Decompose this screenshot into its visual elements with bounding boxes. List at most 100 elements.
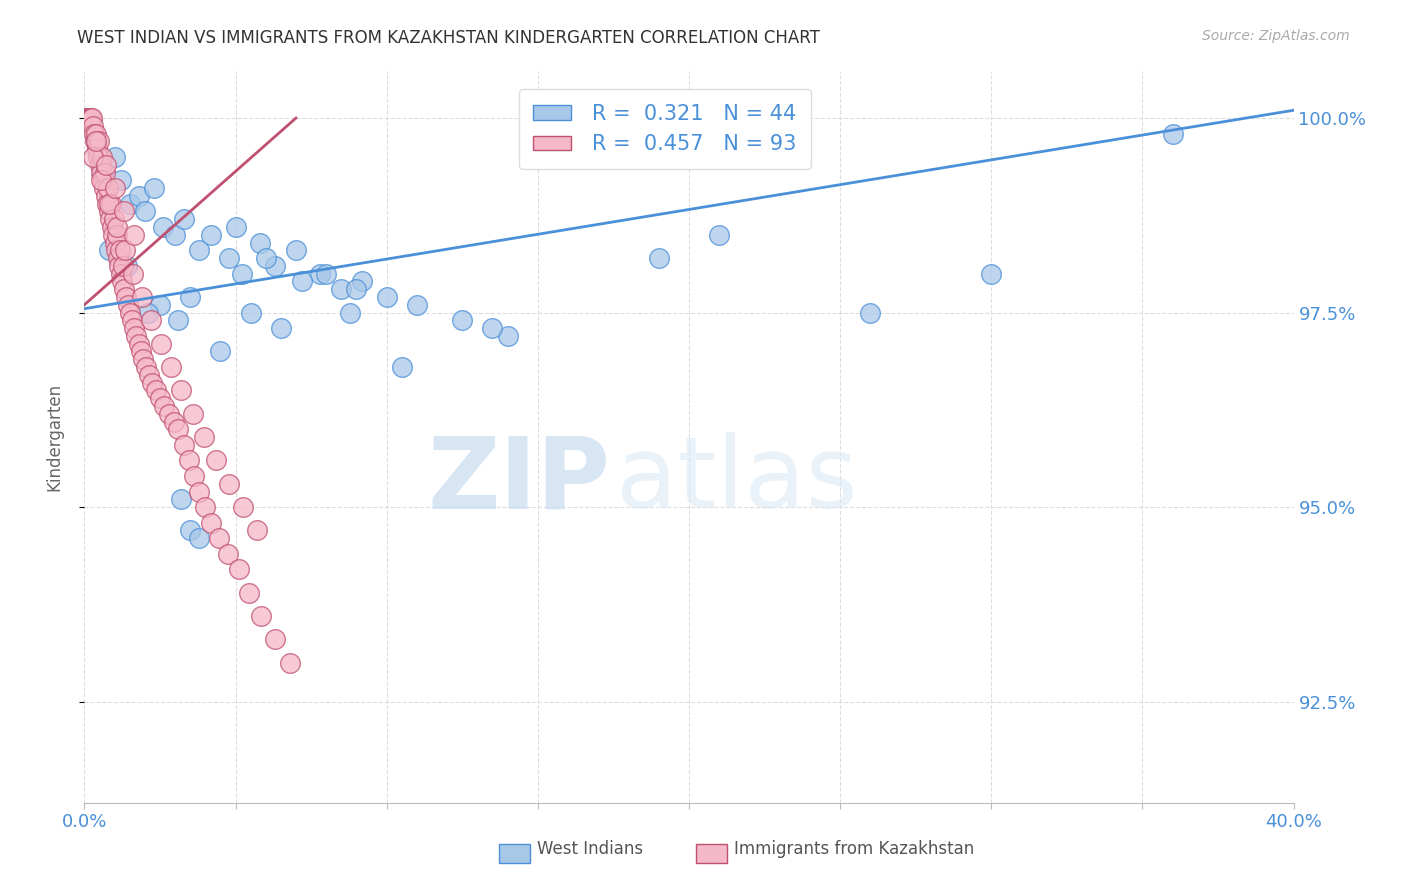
Point	[86, 142, 108, 156]
Point	[859, 305, 882, 319]
Point	[90, 165, 112, 179]
Point	[100, 196, 122, 211]
Point	[177, 453, 200, 467]
Point	[112, 282, 135, 296]
Point	[263, 632, 285, 647]
Point	[91, 165, 114, 179]
Point	[170, 492, 193, 507]
Point	[87, 135, 110, 149]
Point	[108, 244, 131, 258]
Point	[90, 173, 112, 187]
Point	[112, 259, 135, 273]
Text: atlas: atlas	[616, 433, 858, 530]
Point	[167, 313, 190, 327]
Point	[76, 111, 98, 125]
Point	[122, 267, 145, 281]
Point	[181, 407, 204, 421]
Point	[217, 547, 239, 561]
Point	[128, 336, 150, 351]
Point	[228, 562, 250, 576]
Point	[107, 251, 129, 265]
Point	[97, 181, 120, 195]
Text: WEST INDIAN VS IMMIGRANTS FROM KAZAKHSTAN KINDERGARTEN CORRELATION CHART: WEST INDIAN VS IMMIGRANTS FROM KAZAKHSTA…	[77, 29, 820, 46]
Point	[205, 453, 228, 467]
Point	[270, 321, 292, 335]
Point	[246, 524, 269, 538]
Point	[120, 305, 142, 319]
Point	[101, 227, 124, 242]
Point	[173, 438, 195, 452]
Point	[101, 219, 124, 234]
Point	[90, 150, 112, 164]
Point	[200, 516, 222, 530]
Point	[94, 189, 117, 203]
Point	[153, 399, 176, 413]
Point	[121, 313, 143, 327]
Point	[209, 344, 232, 359]
Point	[170, 384, 193, 398]
Point	[129, 344, 152, 359]
Point	[238, 585, 260, 599]
Point	[96, 196, 118, 211]
Point	[208, 531, 231, 545]
Point	[451, 313, 474, 327]
Point	[98, 196, 121, 211]
Point	[179, 290, 201, 304]
Point	[87, 150, 110, 164]
Point	[188, 531, 211, 545]
Point	[91, 173, 114, 187]
Point	[75, 111, 97, 125]
Point	[84, 135, 107, 149]
Point	[285, 244, 308, 258]
Point	[139, 313, 162, 327]
Point	[86, 135, 108, 149]
Point	[232, 500, 254, 515]
Point	[193, 430, 215, 444]
Point	[188, 484, 211, 499]
Point	[105, 227, 128, 242]
Point	[118, 196, 141, 211]
Point	[110, 173, 132, 187]
Point	[136, 305, 159, 319]
Point	[122, 321, 145, 335]
Point	[231, 267, 253, 281]
Point	[135, 359, 157, 374]
Point	[173, 212, 195, 227]
Point	[249, 235, 271, 250]
Point	[648, 251, 671, 265]
Point	[183, 469, 205, 483]
Point	[1161, 127, 1184, 141]
Text: Immigrants from Kazakhstan: Immigrants from Kazakhstan	[734, 840, 974, 858]
Point	[115, 259, 138, 273]
Point	[225, 219, 247, 234]
Point	[481, 321, 503, 335]
Point	[138, 368, 160, 382]
Point	[218, 251, 240, 265]
Text: West Indians: West Indians	[537, 840, 643, 858]
Point	[97, 244, 120, 258]
Point	[188, 244, 211, 258]
Point	[346, 282, 368, 296]
Point	[291, 275, 314, 289]
Point	[77, 111, 100, 125]
Point	[131, 290, 153, 304]
Point	[134, 204, 156, 219]
Point	[132, 352, 155, 367]
Point	[115, 290, 138, 304]
Point	[79, 111, 101, 125]
Point	[709, 227, 731, 242]
Point	[239, 305, 262, 319]
Point	[76, 111, 98, 125]
Point	[110, 267, 132, 281]
Point	[108, 259, 131, 273]
Point	[157, 407, 180, 421]
Point	[375, 290, 398, 304]
Point	[89, 158, 111, 172]
Point	[114, 244, 136, 258]
Point	[167, 422, 190, 436]
Point	[122, 227, 145, 242]
Point	[149, 336, 172, 351]
Point	[406, 298, 429, 312]
Point	[82, 119, 104, 133]
Y-axis label: Kindergarten: Kindergarten	[45, 383, 63, 491]
